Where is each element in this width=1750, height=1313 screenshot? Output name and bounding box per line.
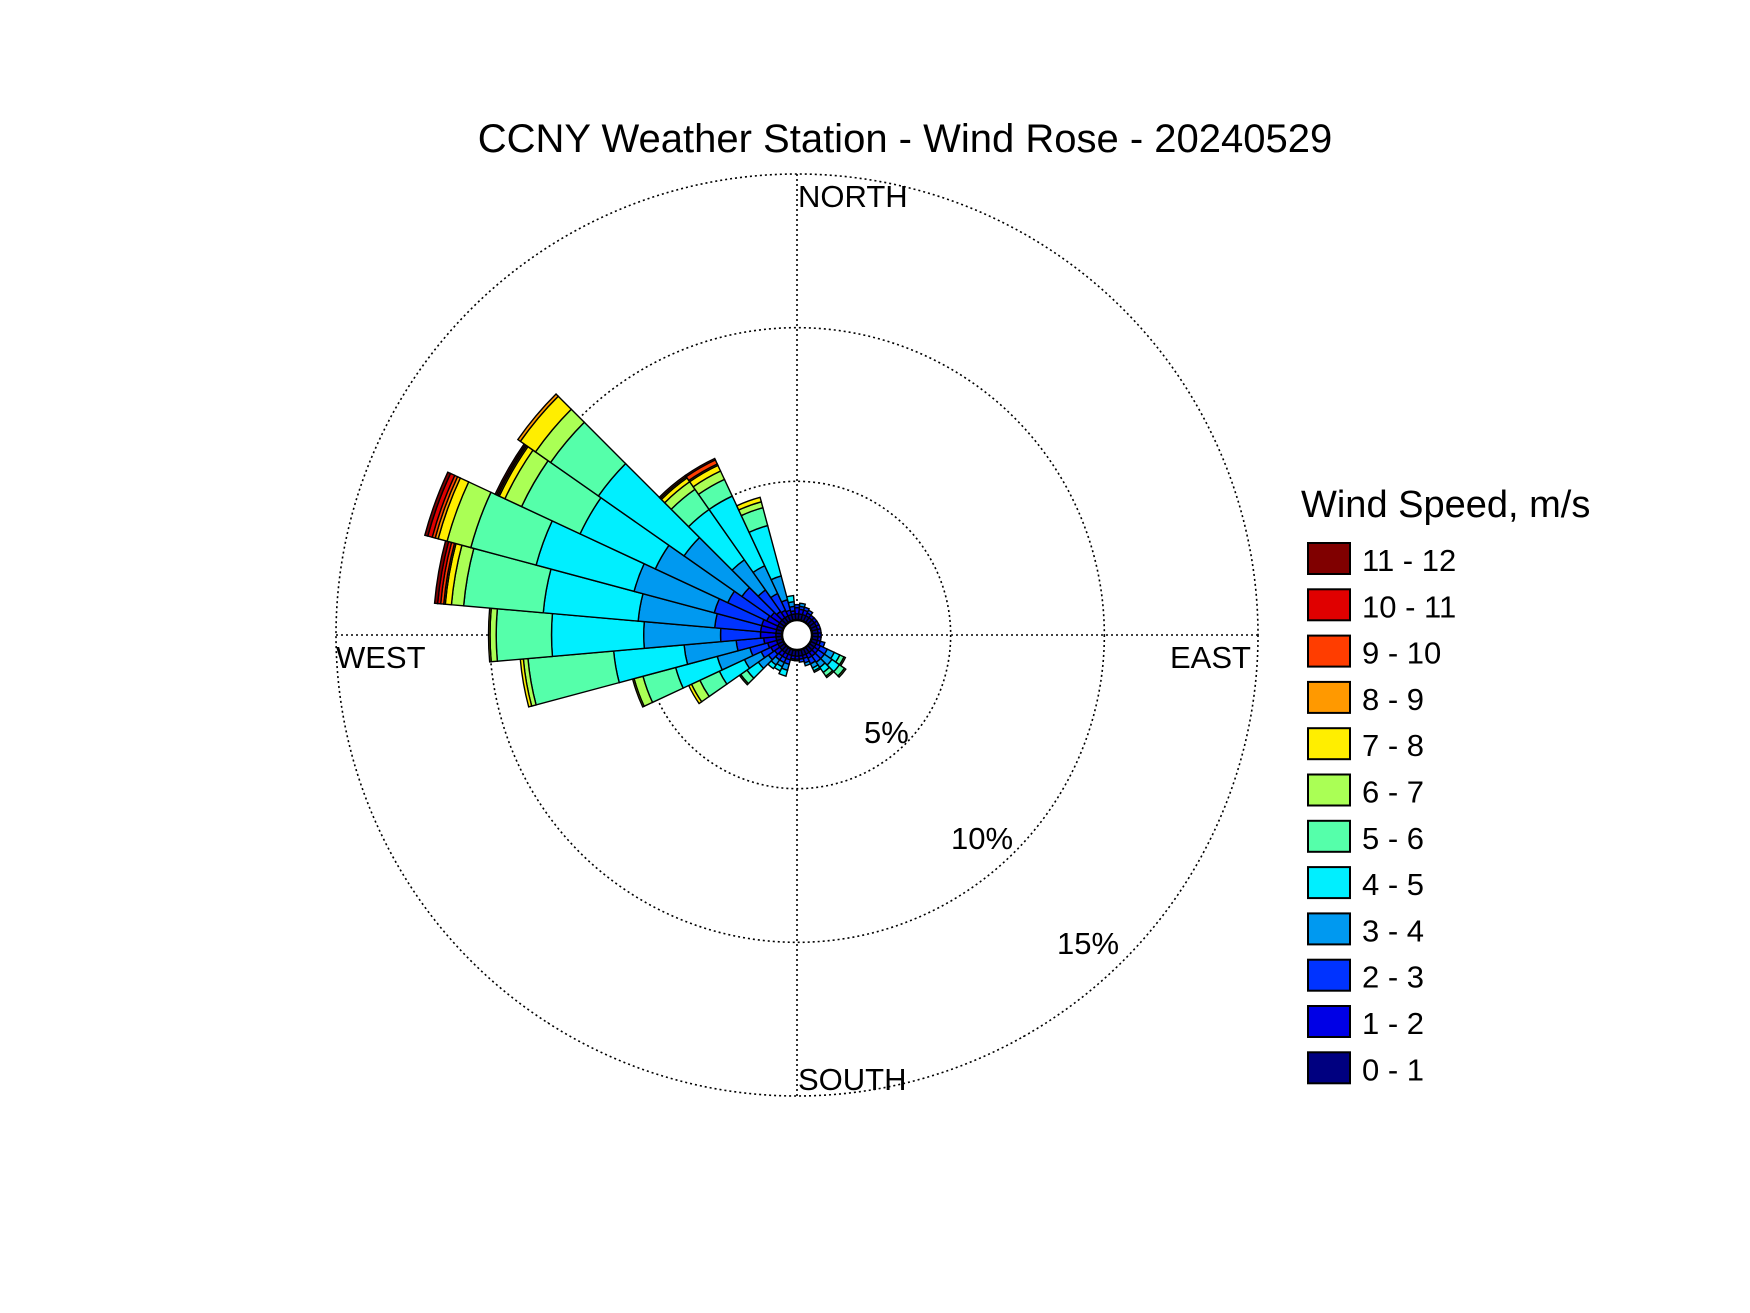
sector-160-bin-3: [803, 660, 812, 667]
legend-swatch-8: [1307, 680, 1351, 714]
legend: 11 - 12 10 - 11 9 - 10 8 - 9 7 - 8 6 - 7 5 - 6…: [1307, 542, 1456, 1087]
legend-label-2: 2 - 3: [1362, 960, 1424, 995]
legend-swatch-5: [1307, 819, 1351, 853]
legend-swatch-4: [1307, 866, 1351, 900]
legend-swatch-0: [1307, 1051, 1351, 1085]
legend-label-0: 0 - 1: [1362, 1052, 1424, 1087]
ring-label-15: 15%: [1057, 926, 1119, 961]
sector-140-bin-6: [824, 669, 835, 679]
legend-swatch-3: [1307, 912, 1351, 946]
legend-swatch-1: [1307, 1005, 1351, 1038]
sector-150-bin-5: [812, 666, 822, 674]
legend-swatch-9: [1307, 634, 1351, 668]
compass-south-label: SOUTH: [798, 1062, 907, 1097]
sector-30-bin-2: [806, 609, 814, 617]
compass-north-label: NORTH: [798, 179, 908, 214]
chart-title: CCNY Weather Station - Wind Rose - 20240…: [478, 117, 1333, 161]
legend-label-11: 11 - 12: [1362, 543, 1456, 578]
sector-130-bin-6: [837, 667, 847, 679]
legend-swatch-2: [1307, 958, 1351, 992]
sector-330-bin-10: [684, 457, 717, 478]
sector-260-bin-5: [527, 650, 621, 706]
legend-label-4: 4 - 5: [1362, 867, 1424, 902]
legend-swatch-11: [1307, 542, 1351, 575]
legend-label-1: 1 - 2: [1362, 1006, 1424, 1041]
legend-swatch-7: [1307, 727, 1351, 761]
sector-310-bin-8: [516, 393, 560, 443]
legend-label-6: 6 - 7: [1362, 775, 1424, 810]
sector-350-bin-4: [785, 594, 795, 604]
legend-label-10: 10 - 11: [1362, 589, 1456, 624]
legend-label-8: 8 - 9: [1362, 682, 1424, 717]
sector-10-bin-3: [798, 602, 807, 609]
wind-rose-sectors: [423, 393, 847, 708]
compass-east-label: EAST: [1170, 640, 1251, 675]
sector-290-bin-11: [423, 471, 452, 537]
legend-swatch-6: [1307, 773, 1351, 807]
ring-label-5: 5%: [864, 715, 909, 750]
grid-ring-5: [642, 480, 952, 790]
legend-label-9: 9 - 10: [1362, 636, 1441, 671]
legend-title: Wind Speed, m/s: [1301, 484, 1590, 526]
legend-swatch-10: [1307, 588, 1351, 622]
calm-center-circle: [780, 618, 814, 652]
legend-label-7: 7 - 8: [1362, 728, 1424, 763]
sector-170-bin-2: [798, 657, 805, 663]
sector-340-bin-7: [735, 496, 763, 511]
legend-label-3: 3 - 4: [1362, 913, 1424, 948]
ring-label-10: 10%: [951, 821, 1013, 856]
sector-270-bin-5: [495, 608, 554, 662]
compass-west-label: WEST: [336, 640, 426, 675]
legend-label-5: 5 - 6: [1362, 821, 1424, 856]
